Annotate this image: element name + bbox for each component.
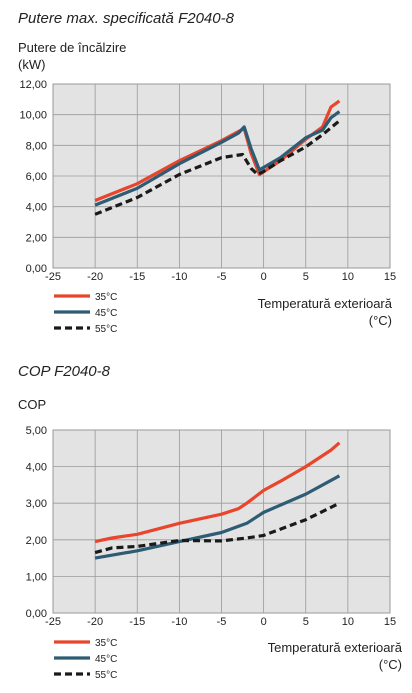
y-tick-label: 0,00 xyxy=(26,608,47,620)
x-tick-label: -20 xyxy=(87,271,103,283)
y-tick-label: 1,00 xyxy=(26,571,47,583)
x-tick-label: -20 xyxy=(87,616,103,628)
chart2-ylabel: COP xyxy=(18,397,47,412)
chart2-title: COP F2040-8 xyxy=(18,363,110,380)
y-tick-label: 0,00 xyxy=(26,263,47,275)
legend-label: 55°C xyxy=(95,670,117,681)
chart1-xlabel-line2: (°C) xyxy=(368,313,392,328)
x-tick-label: -15 xyxy=(129,616,145,628)
series-line-35c xyxy=(94,441,341,544)
x-tick-label: -15 xyxy=(129,271,145,283)
y-tick-label: 12,00 xyxy=(19,79,47,91)
y-tick-label: 3,00 xyxy=(26,498,47,510)
legend-label: 45°C xyxy=(95,654,117,665)
chart1-ylabel-line1: Putere de încălzire xyxy=(18,40,127,55)
x-tick-label: 5 xyxy=(303,616,309,628)
series-line-45c xyxy=(94,110,341,207)
series-line-55c xyxy=(94,119,341,216)
chart1-plot: -25 -20 -15 -10 -5 0 5 10 15 0,00 2,00 4,00 6,00 8,00… xyxy=(19,79,396,283)
x-tick-label: 5 xyxy=(303,271,309,283)
chart2-legend: 35°C 45°C 55°C xyxy=(54,638,117,681)
x-tick-label: -25 xyxy=(45,271,61,283)
x-tick-label: 0 xyxy=(261,616,267,628)
chart2-xlabel-line1: Temperatură exterioară xyxy=(267,640,402,655)
y-tick-label: 8,00 xyxy=(26,140,47,152)
y-tick-label: 2,00 xyxy=(26,232,47,244)
y-tick-label: 4,00 xyxy=(26,202,47,214)
x-tick-label: 10 xyxy=(342,616,354,628)
chart1-legend: 35°C 45°C 55°C xyxy=(54,292,117,335)
x-tick-label: 15 xyxy=(384,271,396,283)
series-line-45c xyxy=(94,474,341,560)
chart1-ylabel-line2: (kW) xyxy=(18,57,46,72)
chart1-xlabel: Temperatură exterioară (°C) xyxy=(258,295,392,329)
y-tick-label: 5,00 xyxy=(26,425,47,437)
x-tick-label: 0 xyxy=(261,271,267,283)
x-tick-label: 10 xyxy=(342,271,354,283)
chart1-xlabel-line1: Temperatură exterioară xyxy=(257,296,392,311)
chart1-ylabel: Putere de încălzire (kW) xyxy=(18,39,126,73)
x-tick-label: -5 xyxy=(217,616,227,628)
y-tick-label: 6,00 xyxy=(26,171,47,183)
chart1-title: Putere max. specificată F2040-8 xyxy=(18,10,234,27)
series-line-35c xyxy=(94,99,341,202)
x-tick-label: -5 xyxy=(217,271,227,283)
legend-label: 35°C xyxy=(95,638,117,649)
x-tick-label: -10 xyxy=(171,616,187,628)
x-tick-label: -25 xyxy=(45,616,61,628)
series-line-55c xyxy=(94,501,341,555)
legend-label: 45°C xyxy=(95,308,117,319)
chart2-xlabel-line2: (°C) xyxy=(378,657,402,672)
x-tick-label: -10 xyxy=(171,271,187,283)
x-tick-label: 15 xyxy=(384,616,396,628)
y-tick-label: 2,00 xyxy=(26,535,47,547)
y-tick-label: 10,00 xyxy=(19,110,47,122)
legend-label: 55°C xyxy=(95,324,117,335)
legend-label: 35°C xyxy=(95,292,117,303)
chart2-plot: -25 -20 -15 -10 -5 0 5 10 15 0,00 1,00 2,00 3,00 4,00… xyxy=(26,425,397,628)
y-tick-label: 4,00 xyxy=(26,462,47,474)
chart2-xlabel: Temperatură exterioară (°C) xyxy=(268,639,402,673)
